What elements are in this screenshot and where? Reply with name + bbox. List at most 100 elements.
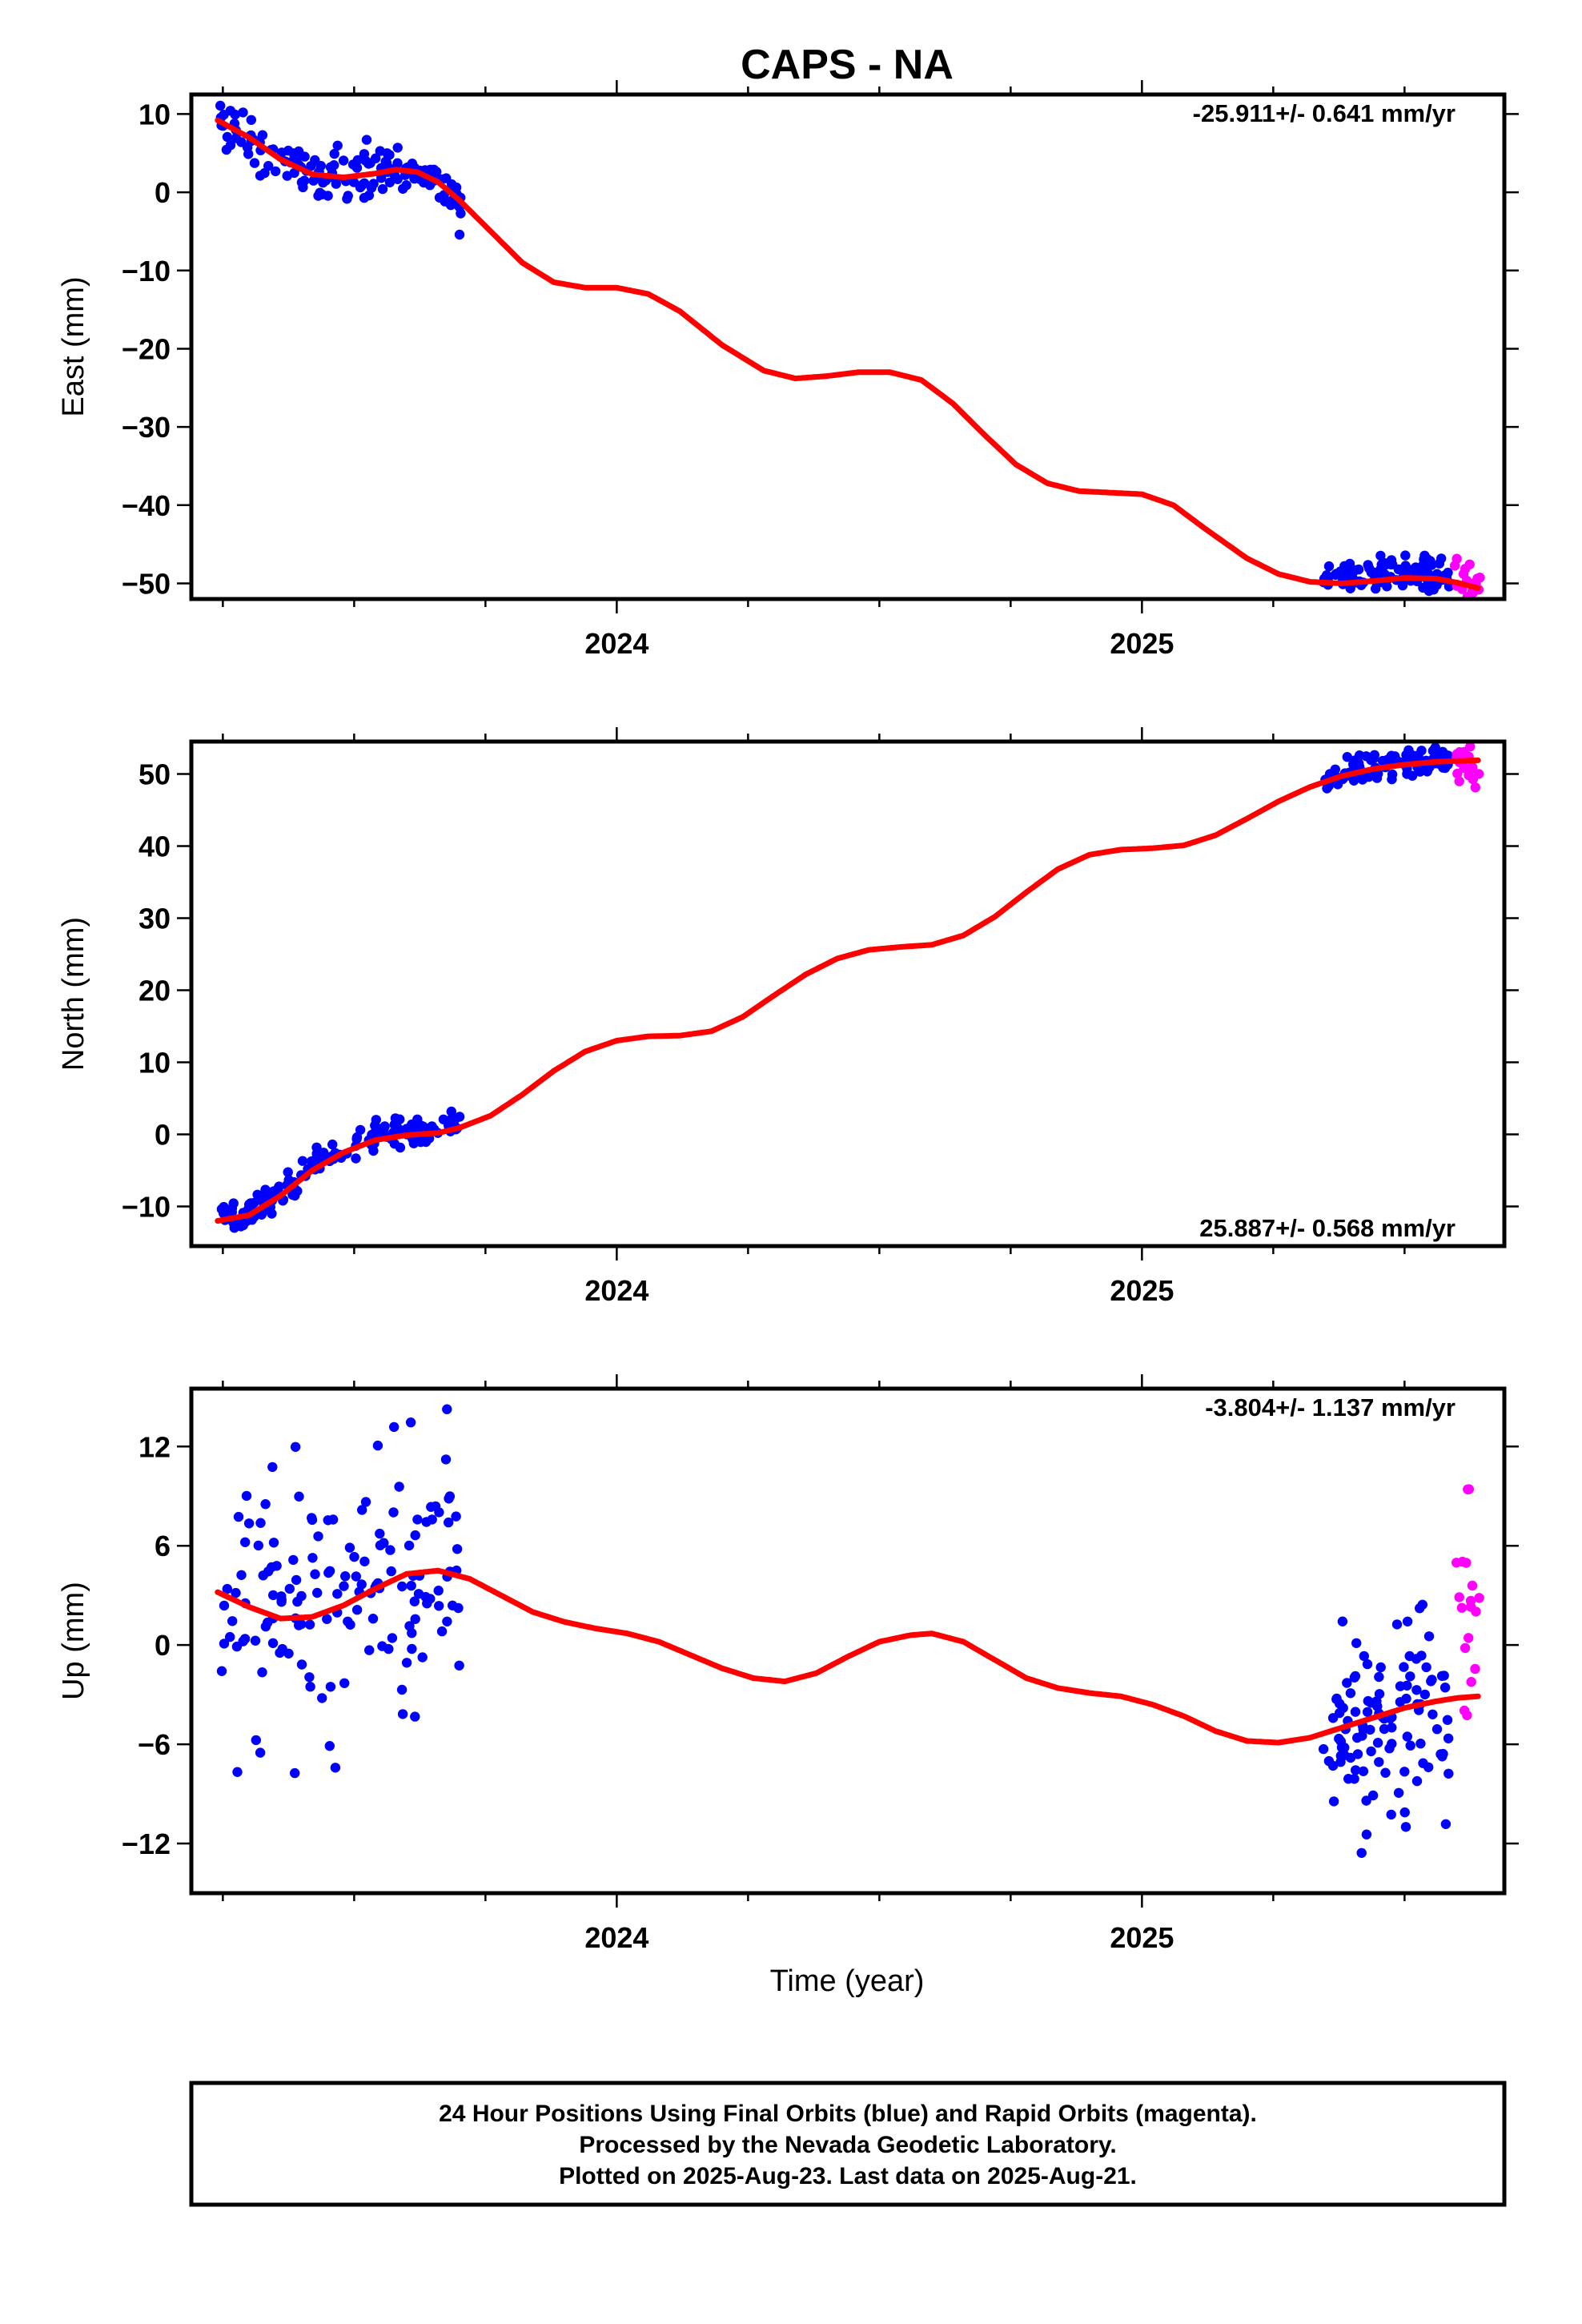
north-rate-label: 25.887+/- 0.568 mm/yr (1199, 1214, 1456, 1242)
rapid-data-point (1459, 1705, 1470, 1716)
final-data-point (325, 162, 336, 172)
final-data-point (389, 1120, 400, 1130)
final-data-point (1337, 1616, 1348, 1626)
y-tick-label: 12 (139, 1430, 171, 1463)
final-data-point (233, 1511, 244, 1522)
final-data-point (283, 1167, 293, 1177)
final-data-point (377, 183, 388, 195)
final-data-point (1362, 1659, 1373, 1670)
final-data-point (310, 1569, 320, 1579)
final-data-point (306, 1156, 317, 1167)
rapid-data-point (1474, 1593, 1484, 1603)
final-data-point (406, 1580, 416, 1591)
final-data-point (317, 189, 327, 199)
final-data-point (250, 1635, 261, 1646)
x-tick-label: 2024 (584, 1274, 648, 1307)
final-data-point (268, 1538, 279, 1548)
final-data-point (1379, 557, 1390, 569)
final-data-point (304, 1672, 315, 1683)
final-data-point (345, 1619, 355, 1630)
final-data-point (351, 1571, 361, 1582)
final-data-point (1440, 1819, 1452, 1829)
final-data-point (1407, 770, 1418, 781)
final-data-point (290, 1441, 301, 1453)
rapid-data-point (1456, 1602, 1468, 1613)
final-data-point (307, 1513, 317, 1523)
rapid-data-point (1470, 1663, 1480, 1675)
north-plot-frame (189, 739, 1507, 1248)
x-tick-label: 2025 (1110, 627, 1174, 660)
final-data-point (1367, 1790, 1379, 1801)
final-data-point (434, 192, 445, 203)
final-data-point (332, 140, 343, 151)
final-data-point (367, 1129, 377, 1140)
east-plot-frame (189, 92, 1507, 601)
final-data-point (1342, 752, 1353, 762)
final-data-point (267, 1562, 277, 1573)
final-data-point (404, 1540, 415, 1551)
final-data-point (246, 115, 256, 125)
y-axis-title: Up (mm) (57, 1582, 90, 1700)
final-data-point (440, 1454, 452, 1465)
final-data-point (257, 1667, 267, 1678)
final-data-point (351, 1605, 363, 1615)
final-data-point (1399, 1767, 1410, 1777)
final-data-point (1401, 1693, 1411, 1704)
final-data-point (276, 147, 287, 158)
final-data-point (1375, 1662, 1386, 1673)
rapid-data-point (1475, 573, 1485, 583)
final-data-point (313, 1531, 323, 1542)
final-data-point (375, 1540, 386, 1550)
rapid-data-point (1457, 1556, 1468, 1567)
final-data-point (359, 1556, 370, 1567)
y-tick-label: 6 (155, 1530, 171, 1562)
rapid-data-point (1452, 768, 1463, 779)
x-tick-label: 2025 (1110, 1274, 1174, 1307)
final-data-point (454, 1660, 464, 1671)
final-data-point (219, 1600, 230, 1611)
final-data-point (219, 110, 229, 120)
final-data-point (1374, 1757, 1384, 1767)
final-data-point (1417, 1599, 1428, 1610)
footer-frame (189, 2081, 1507, 2207)
final-data-point (325, 1682, 336, 1692)
final-data-point (407, 1628, 417, 1638)
final-data-point (292, 151, 303, 162)
final-data-point (236, 1570, 247, 1581)
final-data-point (267, 1208, 277, 1219)
final-data-point (273, 1184, 283, 1194)
final-data-point (231, 1587, 241, 1598)
final-data-point (1411, 1775, 1423, 1787)
final-data-point (359, 149, 370, 159)
final-data-point (306, 161, 316, 171)
final-data-point (445, 199, 456, 211)
rapid-data-point (1468, 764, 1478, 774)
footer-line-2: Processed by the Nevada Geodetic Laborat… (579, 2132, 1116, 2158)
x-tick-label: 2025 (1110, 1921, 1174, 1954)
final-data-point (289, 167, 299, 179)
final-data-point (1411, 1685, 1422, 1695)
final-data-point (360, 1497, 371, 1507)
final-data-point (251, 1735, 261, 1746)
final-data-point (1359, 1651, 1370, 1662)
final-data-point (1351, 1638, 1362, 1648)
final-data-point (1328, 1796, 1339, 1807)
final-data-point (222, 131, 233, 143)
y-tick-label: −20 (122, 332, 171, 365)
final-data-point (385, 1545, 396, 1555)
final-data-point (1363, 1695, 1374, 1707)
final-data-point (405, 1417, 416, 1428)
final-data-point (1397, 580, 1408, 591)
y-tick-label: 0 (155, 1119, 171, 1152)
up-rate-label: -3.804+/- 1.137 mm/yr (1205, 1393, 1456, 1421)
final-data-point (230, 109, 240, 120)
final-data-point (249, 158, 260, 168)
final-data-point (1399, 1807, 1410, 1818)
final-data-point (1415, 562, 1426, 573)
final-data-point (1354, 750, 1365, 761)
final-data-point (254, 1195, 264, 1205)
final-data-point (305, 1682, 315, 1692)
final-data-point (1427, 1709, 1438, 1719)
final-data-point (315, 160, 326, 171)
final-data-point (340, 1571, 351, 1582)
